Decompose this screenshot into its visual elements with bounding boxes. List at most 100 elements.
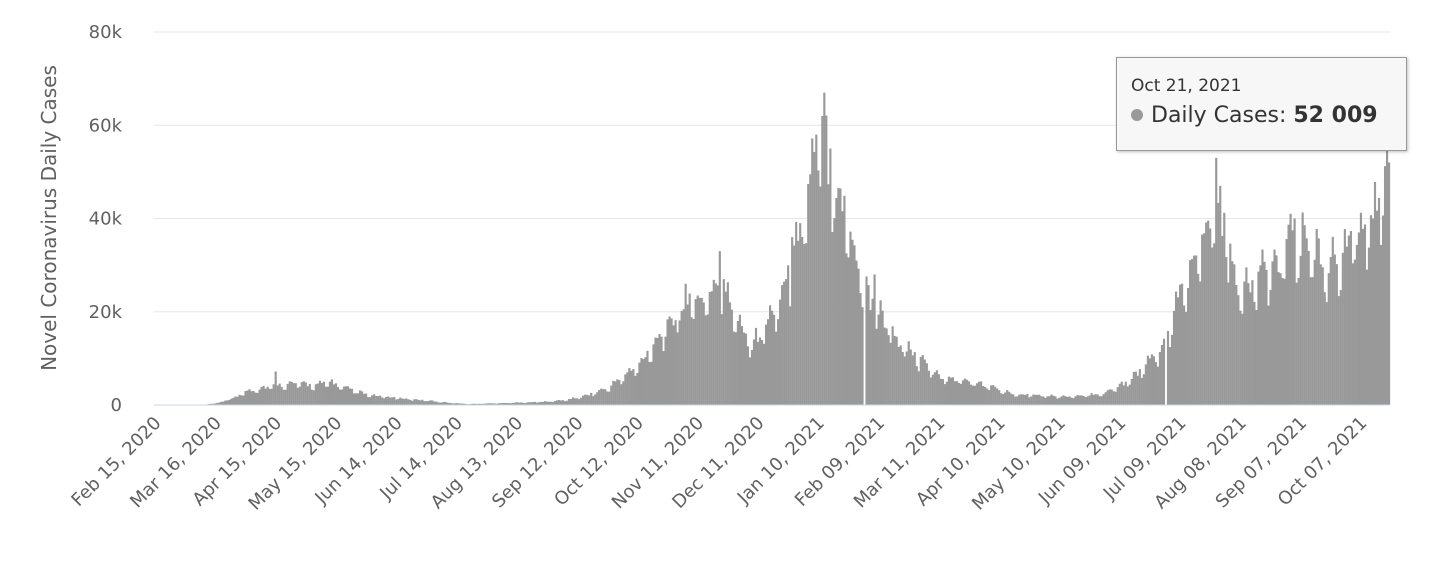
bar[interactable] <box>793 245 796 405</box>
bar[interactable] <box>1185 311 1188 405</box>
bar[interactable] <box>457 403 460 405</box>
bar[interactable] <box>439 402 442 405</box>
bar[interactable] <box>998 390 1001 405</box>
bar[interactable] <box>1383 166 1387 405</box>
bar[interactable] <box>354 393 358 405</box>
bar[interactable] <box>1172 310 1176 405</box>
bar[interactable] <box>867 285 870 405</box>
bar[interactable] <box>700 297 703 405</box>
bar[interactable] <box>921 355 924 405</box>
bar[interactable] <box>1150 354 1153 405</box>
bar[interactable] <box>1331 236 1334 405</box>
bar[interactable] <box>570 399 573 405</box>
bar[interactable] <box>1239 310 1242 405</box>
bar[interactable] <box>775 331 778 405</box>
bar[interactable] <box>214 403 217 405</box>
bar[interactable] <box>1241 313 1244 405</box>
bar[interactable] <box>359 390 362 405</box>
bar[interactable] <box>256 392 259 405</box>
bar[interactable] <box>764 324 768 405</box>
bar[interactable] <box>553 401 557 405</box>
bar[interactable] <box>1303 225 1306 405</box>
bar[interactable] <box>1046 396 1049 405</box>
bar[interactable] <box>1110 389 1113 405</box>
bar[interactable] <box>1221 235 1224 405</box>
bar[interactable] <box>1036 394 1039 405</box>
bar[interactable] <box>710 291 713 405</box>
bar[interactable] <box>841 211 844 405</box>
bar[interactable] <box>853 245 856 405</box>
bar[interactable] <box>568 398 571 405</box>
bar[interactable] <box>905 351 908 405</box>
bar[interactable] <box>445 402 448 405</box>
bar[interactable] <box>555 400 559 405</box>
bar[interactable] <box>403 398 406 405</box>
bar[interactable] <box>674 320 677 405</box>
bar[interactable] <box>1195 255 1198 405</box>
bar[interactable] <box>1074 396 1077 405</box>
bar[interactable] <box>517 402 520 405</box>
bar[interactable] <box>650 361 653 405</box>
bar[interactable] <box>1146 355 1149 405</box>
bar[interactable] <box>272 384 275 405</box>
bar[interactable] <box>608 391 611 405</box>
bar[interactable] <box>1070 397 1073 405</box>
bar[interactable] <box>1078 395 1081 405</box>
bar[interactable] <box>879 300 882 405</box>
bar[interactable] <box>1325 302 1328 405</box>
bar[interactable] <box>855 260 858 405</box>
bar[interactable] <box>481 403 484 405</box>
bar[interactable] <box>732 331 735 405</box>
bar[interactable] <box>479 403 482 405</box>
bar[interactable] <box>391 397 394 405</box>
bar[interactable] <box>1084 397 1087 405</box>
bar[interactable] <box>901 352 904 405</box>
bar[interactable] <box>1253 301 1256 405</box>
bar[interactable] <box>1201 234 1204 405</box>
bar[interactable] <box>437 402 440 405</box>
bar[interactable] <box>720 314 723 405</box>
bar[interactable] <box>1277 272 1280 405</box>
bar[interactable] <box>1359 212 1363 405</box>
bar[interactable] <box>984 386 987 405</box>
bar[interactable] <box>1018 394 1021 405</box>
bar[interactable] <box>459 403 462 405</box>
bar[interactable] <box>1092 394 1095 405</box>
bar[interactable] <box>1052 395 1055 405</box>
bar[interactable] <box>473 403 476 405</box>
bar[interactable] <box>1060 396 1063 405</box>
bar[interactable] <box>919 356 922 405</box>
bar[interactable] <box>616 379 619 405</box>
bar[interactable] <box>835 197 838 405</box>
bar[interactable] <box>356 393 360 405</box>
bar[interactable] <box>1058 397 1061 405</box>
bar[interactable] <box>509 403 512 405</box>
bar[interactable] <box>230 398 233 405</box>
bar[interactable] <box>606 391 609 405</box>
bar[interactable] <box>1321 267 1324 405</box>
bar[interactable] <box>1197 273 1200 405</box>
bar[interactable] <box>348 388 352 405</box>
bar[interactable] <box>1327 273 1330 405</box>
bar[interactable] <box>1124 381 1127 405</box>
bar[interactable] <box>973 385 977 405</box>
bar[interactable] <box>361 391 364 405</box>
bar[interactable] <box>957 382 961 405</box>
bar[interactable] <box>656 337 659 405</box>
bar[interactable] <box>754 327 758 405</box>
bar[interactable] <box>945 381 948 405</box>
bar[interactable] <box>389 397 392 405</box>
bar[interactable] <box>381 397 384 405</box>
bar[interactable] <box>652 344 655 405</box>
bar[interactable] <box>1285 239 1288 405</box>
bar[interactable] <box>1024 394 1027 405</box>
bar[interactable] <box>1156 366 1160 405</box>
bar[interactable] <box>383 398 386 405</box>
bar[interactable] <box>455 403 458 405</box>
bar[interactable] <box>475 403 478 405</box>
bar[interactable] <box>1020 394 1023 405</box>
bar[interactable] <box>1183 305 1186 406</box>
bar[interactable] <box>268 388 271 405</box>
bar[interactable] <box>598 390 601 405</box>
bar[interactable] <box>873 274 876 405</box>
